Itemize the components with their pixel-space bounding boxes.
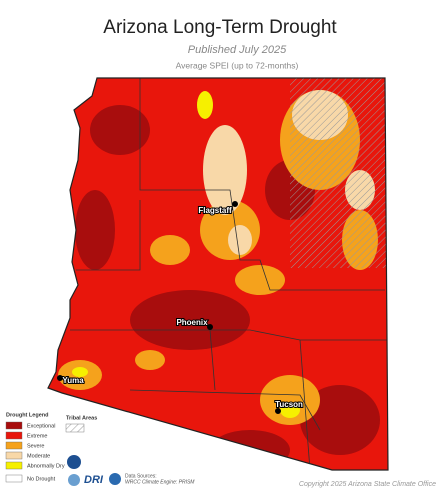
legend-item: Moderate — [27, 453, 50, 459]
city-label: Tucson — [275, 400, 303, 409]
description: Average SPEI (up to 72-months) — [176, 60, 299, 70]
legend-item: Severe — [27, 443, 44, 449]
legend-item: Abnormally Dry — [27, 463, 65, 469]
title: Arizona Long-Term Drought — [103, 17, 337, 38]
copyright: Copyright 2025 Arizona State Climate Off… — [299, 481, 436, 488]
sources: WRCC Climate Engine: PRISM — [125, 479, 195, 485]
tribal-label: Tribal Areas — [66, 415, 97, 421]
city-label: Flagstaff — [198, 206, 232, 215]
state-outline — [47, 77, 389, 471]
sources-title: Data Sources: — [125, 473, 157, 479]
legend: Drought Legend Exceptional Extreme Sever… — [5, 412, 97, 482]
city-label: Phoenix — [176, 318, 208, 327]
asu-logo — [67, 455, 81, 469]
logo — [68, 474, 80, 486]
city-label: Yuma — [62, 376, 84, 385]
legend-item: Exceptional — [27, 423, 55, 429]
legend-item: No Drought — [27, 476, 56, 482]
subtitle: Published July 2025 — [188, 44, 287, 56]
noaa-logo — [109, 473, 121, 485]
legend-title: Drought Legend — [6, 412, 48, 418]
legend-item: Extreme — [27, 433, 47, 439]
dri-logo: DRI — [84, 474, 104, 486]
